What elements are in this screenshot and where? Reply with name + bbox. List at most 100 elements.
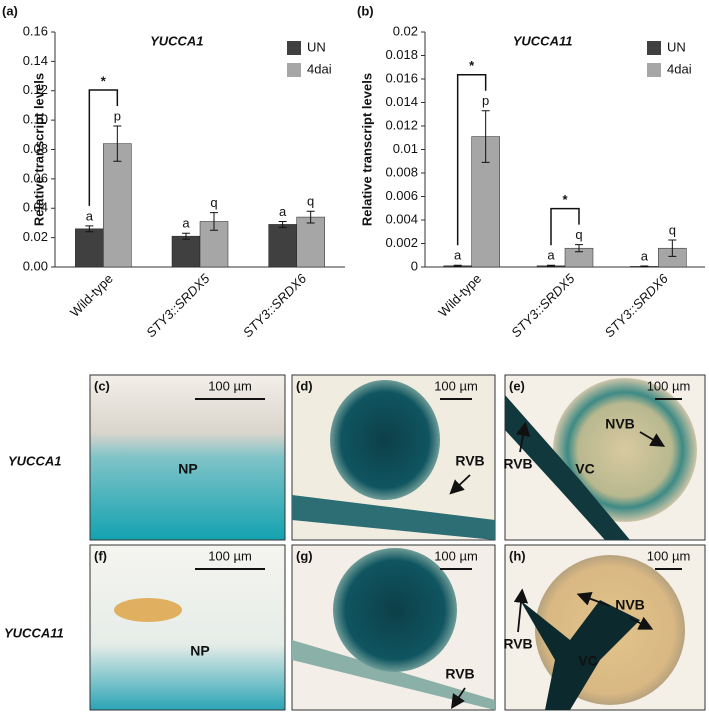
- error-bar: [668, 239, 677, 257]
- photo-h: [504, 544, 706, 711]
- panel-label: (d): [296, 378, 313, 393]
- x-tick-label: Wild-type: [67, 271, 116, 320]
- significance-letter: q: [575, 227, 582, 242]
- y-tick-label: 0.16: [23, 23, 48, 38]
- x-tick-label-group: Wild-type: [435, 271, 484, 320]
- significance-letter: a: [279, 204, 287, 219]
- bar: [103, 143, 132, 268]
- arrow: [449, 474, 471, 495]
- arrow: [639, 431, 666, 447]
- structure-label: RVB: [445, 666, 474, 682]
- x-tick-label-group: STY3::SRDX6: [602, 270, 672, 340]
- scale-bar-label: 100 µm: [208, 378, 252, 393]
- y-tick-label: 0: [411, 258, 418, 273]
- significance-letter: q: [669, 222, 676, 237]
- significance-bracket: [456, 73, 487, 246]
- error-bar: [85, 225, 94, 233]
- structure-label: RVB: [503, 456, 532, 472]
- x-tick-label-group: Wild-type: [67, 271, 116, 320]
- bar: [199, 221, 229, 268]
- error-bar: [481, 110, 490, 163]
- significance-letter: a: [86, 208, 94, 223]
- y-tick-label: 0.018: [385, 47, 418, 62]
- structure-label: NVB: [605, 416, 635, 432]
- row-label: YUCCA1: [8, 453, 61, 468]
- legend-swatch: [287, 63, 301, 77]
- y-tick-label: 0.006: [385, 188, 418, 203]
- significance-star: *: [469, 58, 475, 73]
- row-label: YUCCA11: [4, 625, 64, 640]
- significance-star: *: [101, 73, 107, 88]
- x-tick-label-group: STY3::SRDX5: [508, 270, 578, 340]
- x-tick-label: STY3::SRDX5: [143, 270, 213, 340]
- y-tick-label: 0.12: [23, 82, 48, 97]
- significance-bracket: [550, 207, 580, 246]
- structure-label: VC: [578, 653, 597, 669]
- panel-label: (c): [94, 378, 110, 393]
- significance-letter: a: [547, 248, 555, 263]
- photo-c: [89, 374, 286, 541]
- arrow: [515, 421, 531, 453]
- scale-bar-label: 100 µm: [647, 378, 691, 393]
- error-bar: [547, 264, 555, 267]
- structure-label: NP: [190, 643, 209, 659]
- error-bar: [278, 220, 287, 228]
- chart-title: YUCCA11: [513, 33, 573, 48]
- legend-label: UN: [667, 39, 686, 54]
- structure-label: VC: [575, 461, 594, 477]
- scale-bar-label: 100 µm: [434, 548, 478, 563]
- legend-swatch: [647, 63, 661, 77]
- panel-label: (g): [296, 548, 313, 563]
- y-tick-label: 0.14: [23, 53, 48, 68]
- panel-label: (h): [509, 548, 526, 563]
- legend-swatch: [647, 41, 661, 55]
- y-tick-label: 0.08: [23, 141, 48, 156]
- y-tick-label: 0.02: [23, 229, 48, 244]
- structure-label: RVB: [455, 453, 484, 469]
- y-tick-label: 0.02: [393, 23, 418, 38]
- error-bar: [182, 232, 190, 240]
- bar: [171, 235, 201, 268]
- significance-letter: p: [114, 108, 121, 123]
- arrow: [629, 616, 654, 630]
- bar: [75, 228, 104, 268]
- x-tick-label: STY3::SRDX6: [240, 270, 310, 340]
- x-tick-label: Wild-type: [435, 271, 484, 320]
- arrow: [513, 588, 529, 633]
- x-tick-label-group: STY3::SRDX5: [143, 270, 213, 340]
- photo-d: [291, 374, 496, 541]
- significance-letter: q: [307, 194, 314, 209]
- photo-f: [89, 544, 286, 711]
- y-tick-label: 0.016: [385, 70, 418, 85]
- error-bar: [113, 125, 122, 162]
- error-bar: [640, 265, 649, 268]
- y-tick-label: 0.10: [23, 112, 48, 127]
- legend-label: UN: [307, 39, 326, 54]
- error-bar: [210, 212, 218, 231]
- photo-e: [504, 374, 706, 541]
- significance-letter: p: [482, 93, 489, 108]
- structure-label: NP: [178, 461, 197, 477]
- y-tick-label: 0.002: [385, 235, 418, 250]
- error-bar: [306, 210, 315, 224]
- y-tick-label: 0.004: [385, 211, 418, 226]
- scale-bar-label: 100 µm: [434, 378, 478, 393]
- y-tick-label: 0.00: [23, 258, 48, 273]
- bar: [268, 224, 297, 268]
- error-bar: [453, 264, 462, 267]
- y-axis-label: Relative transcript levels: [359, 73, 374, 226]
- y-tick-label: 0.04: [23, 200, 48, 215]
- y-tick-label: 0.012: [385, 117, 418, 132]
- structure-label: RVB: [503, 636, 532, 652]
- scale-bar-label: 100 µm: [647, 548, 691, 563]
- x-tick-label: STY3::SRDX6: [602, 270, 672, 340]
- significance-letter: a: [454, 248, 462, 263]
- significance-letter: a: [641, 248, 649, 263]
- x-tick-label-group: STY3::SRDX6: [240, 270, 310, 340]
- legend-swatch: [287, 41, 301, 55]
- significance-star: *: [562, 192, 568, 207]
- y-axis-label: Relative transcript levels: [31, 73, 46, 226]
- x-tick-label: STY3::SRDX5: [508, 270, 578, 340]
- y-tick-label: 0.014: [385, 94, 418, 109]
